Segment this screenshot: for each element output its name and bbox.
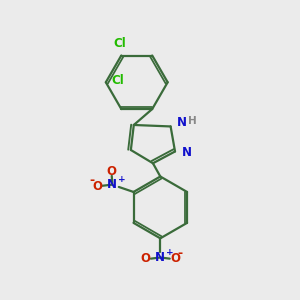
- Text: N: N: [155, 251, 165, 264]
- Text: -: -: [178, 247, 183, 260]
- Text: +: +: [166, 248, 173, 257]
- Text: O: O: [107, 165, 117, 178]
- Text: N: N: [182, 146, 191, 159]
- Text: -: -: [89, 174, 94, 187]
- Text: Cl: Cl: [113, 37, 126, 50]
- Text: O: O: [170, 252, 180, 266]
- Text: O: O: [92, 180, 102, 193]
- Text: H: H: [188, 116, 197, 126]
- Text: N: N: [177, 116, 187, 129]
- Text: O: O: [141, 252, 151, 266]
- Text: +: +: [118, 175, 126, 184]
- Text: Cl: Cl: [111, 74, 124, 87]
- Text: N: N: [107, 178, 117, 191]
